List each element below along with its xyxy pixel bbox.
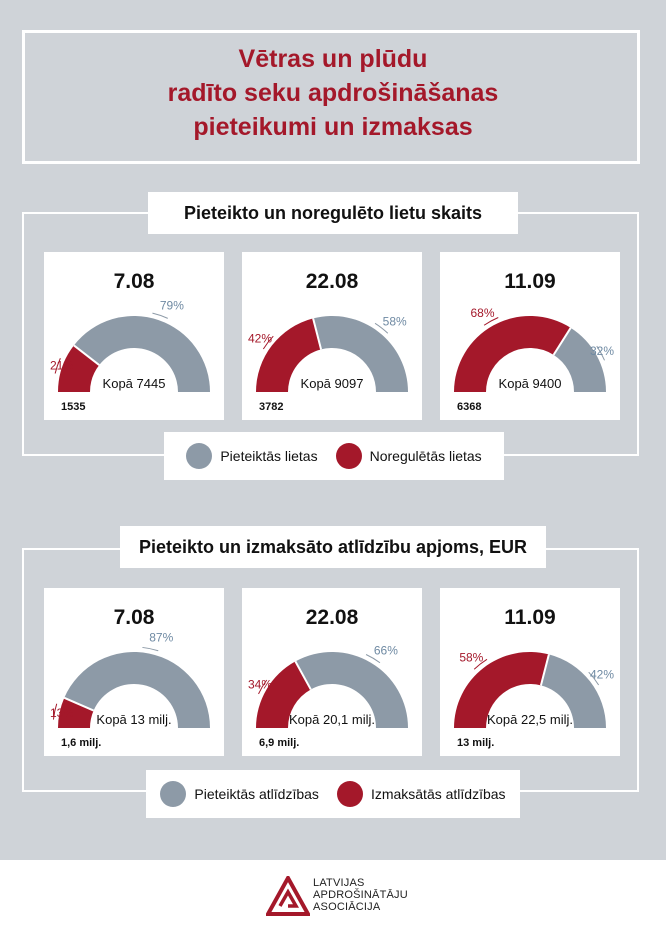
gauge-chart: 58% 42% Kopā 22,5 milj. 13 milj. <box>454 651 614 749</box>
gauge-pct-reported: 87% <box>149 631 173 645</box>
gauge-tick-reported <box>142 646 159 652</box>
logo-icon <box>266 876 310 916</box>
gauge-date: 11.09 <box>504 606 556 629</box>
title-line-1: Vētras un plūdu <box>238 45 428 73</box>
gauge-settled-value: 6368 <box>457 401 481 413</box>
logo-line: APDROŠINĀTĀJU <box>313 889 408 901</box>
gauge-pct-settled: 21% <box>50 359 74 373</box>
gauge-segment-settled <box>256 318 322 392</box>
gauge-tick-settled <box>473 658 488 670</box>
gauge-segment-reported <box>73 316 211 392</box>
gauge-settled-value: 13 milj. <box>457 737 494 749</box>
legend-item-reported: Pieteiktās lietas <box>186 443 318 469</box>
gauge-tick-reported <box>596 345 605 361</box>
footer <box>0 860 666 932</box>
gauge-total: Kopā 9400 <box>499 376 562 391</box>
legend-swatch-reported <box>186 443 213 469</box>
gauge-pct-settled: 58% <box>459 651 483 665</box>
gauge-pct-settled: 42% <box>248 332 272 346</box>
gauge-pct-reported: 79% <box>160 298 184 312</box>
gauge-pct-settled: 68% <box>470 306 494 320</box>
legend-1: Pieteiktās lietas Noregulētās lietas <box>164 432 504 480</box>
gauge-settled-value: 1535 <box>61 401 85 413</box>
gauge-pct-reported: 42% <box>590 668 614 682</box>
gauge-date: 11.09 <box>504 270 556 293</box>
gauge-pct-settled: 13% <box>50 706 74 720</box>
gauge-settled-value: 1,6 milj. <box>61 737 101 749</box>
gauge-settled-value: 6,9 milj. <box>259 737 299 749</box>
gauge-segment-settled <box>256 661 311 728</box>
section-1-title: Pieteikto un noregulēto lietu skaits <box>148 192 518 234</box>
gauge-segment-reported <box>313 316 408 392</box>
gauge-segment-reported <box>553 327 606 392</box>
title-line-3: pieteikumi un izmaksas <box>193 113 473 141</box>
legend-item-reported: Pieteiktās atlīdzības <box>160 781 319 807</box>
gauge-pct-reported: 58% <box>383 315 407 329</box>
gauge-chart: 13% 87% Kopā 13 milj. 1,6 milj. <box>50 631 211 749</box>
legend-label: Pieteiktās atlīdzības <box>194 786 319 802</box>
gauge-total: Kopā 7445 <box>103 376 166 391</box>
gauge-pct-reported: 32% <box>590 344 614 358</box>
gauge-segment-reported <box>295 652 408 728</box>
gauge-divider <box>294 660 312 690</box>
gauge-card: 7.08 21% 79% Kopā 7445 1535 <box>44 252 224 420</box>
gauge-pct-reported: 66% <box>374 643 398 657</box>
gauge-total: Kopā 20,1 milj. <box>289 712 375 727</box>
gauge-card: 11.09 58% 42% Kopā 22,5 milj. 13 milj. <box>440 588 620 756</box>
gauge-date: 7.08 <box>113 606 155 629</box>
logo-text: LATVIJAS APDROŠINĀTĀJU ASOCIĀCIJA <box>313 877 408 913</box>
gauge-tick-reported <box>588 671 600 686</box>
gauge-tick-reported <box>152 312 168 319</box>
gauge-tick-settled <box>54 358 61 374</box>
gauge-tick-reported <box>365 654 381 664</box>
gauge-segment-settled <box>58 697 94 728</box>
legend-swatch-settled <box>335 443 362 469</box>
legend-item-settled: Izmaksātās atlīdzības <box>336 781 506 807</box>
gauge-tick-settled <box>52 703 58 720</box>
gauge-chart: 68% 32% Kopā 9400 6368 <box>454 306 614 413</box>
gauge-date: 22.08 <box>305 270 359 293</box>
gauge-chart: 21% 79% Kopā 7445 1535 <box>50 298 211 413</box>
gauge-total: Kopā 9097 <box>301 376 364 391</box>
gauge-divider <box>552 327 572 356</box>
page-title: Vētras un plūdu radīto seku apdrošināšan… <box>0 42 666 144</box>
gauge-divider <box>539 654 550 686</box>
gauge-date: 7.08 <box>113 270 155 293</box>
logo-line: ASOCIĀCIJA <box>313 901 381 913</box>
logo-line: LATVIJAS <box>313 877 365 889</box>
gauge-tick-settled <box>262 335 274 350</box>
gauge-card: 22.08 42% 58% Kopā 9097 3782 <box>242 252 422 420</box>
title-line-2: radīto seku apdrošināšanas <box>167 79 499 107</box>
gauge-total: Kopā 13 milj. <box>96 712 171 727</box>
gauge-divider <box>73 344 100 366</box>
gauge-segment-reported <box>540 654 606 728</box>
gauge-pct-settled: 34% <box>248 678 272 692</box>
gauge-segment-reported <box>64 652 211 728</box>
title-frame <box>22 30 640 164</box>
gauge-date: 22.08 <box>305 606 359 629</box>
gauge-chart: 42% 58% Kopā 9097 3782 <box>248 315 408 413</box>
legend-label: Izmaksātās atlīdzības <box>370 786 506 802</box>
section-2-title: Pieteikto un izmaksāto atlīdzību apjoms,… <box>120 526 546 568</box>
gauge-divider <box>312 318 323 350</box>
gauge-tick-settled <box>258 679 268 695</box>
gauge-card: 22.08 34% 66% Kopā 20,1 milj. 6,9 milj. <box>242 588 422 756</box>
legend-2: Pieteiktās atlīdzības Izmaksātās atlīdzī… <box>146 770 520 818</box>
gauge-segment-settled <box>454 652 549 728</box>
legend-swatch-reported <box>160 781 187 807</box>
gauge-chart: 34% 66% Kopā 20,1 milj. 6,9 milj. <box>248 643 408 749</box>
gauge-divider <box>63 696 95 712</box>
gauge-settled-value: 3782 <box>259 401 283 413</box>
legend-swatch-settled <box>336 781 363 807</box>
gauge-tick-reported <box>374 322 389 334</box>
legend-label: Noregulētās lietas <box>369 448 482 464</box>
legend-label: Pieteiktās lietas <box>220 448 318 464</box>
gauge-tick-settled <box>483 317 499 326</box>
gauge-total: Kopā 22,5 milj. <box>487 712 573 727</box>
gauge-segment-settled <box>454 316 571 392</box>
gauge-card: 11.09 68% 32% Kopā 9400 6368 <box>440 252 620 420</box>
gauge-card: 7.08 13% 87% Kopā 13 milj. 1,6 milj. <box>44 588 224 756</box>
legend-item-settled: Noregulētās lietas <box>335 443 482 469</box>
